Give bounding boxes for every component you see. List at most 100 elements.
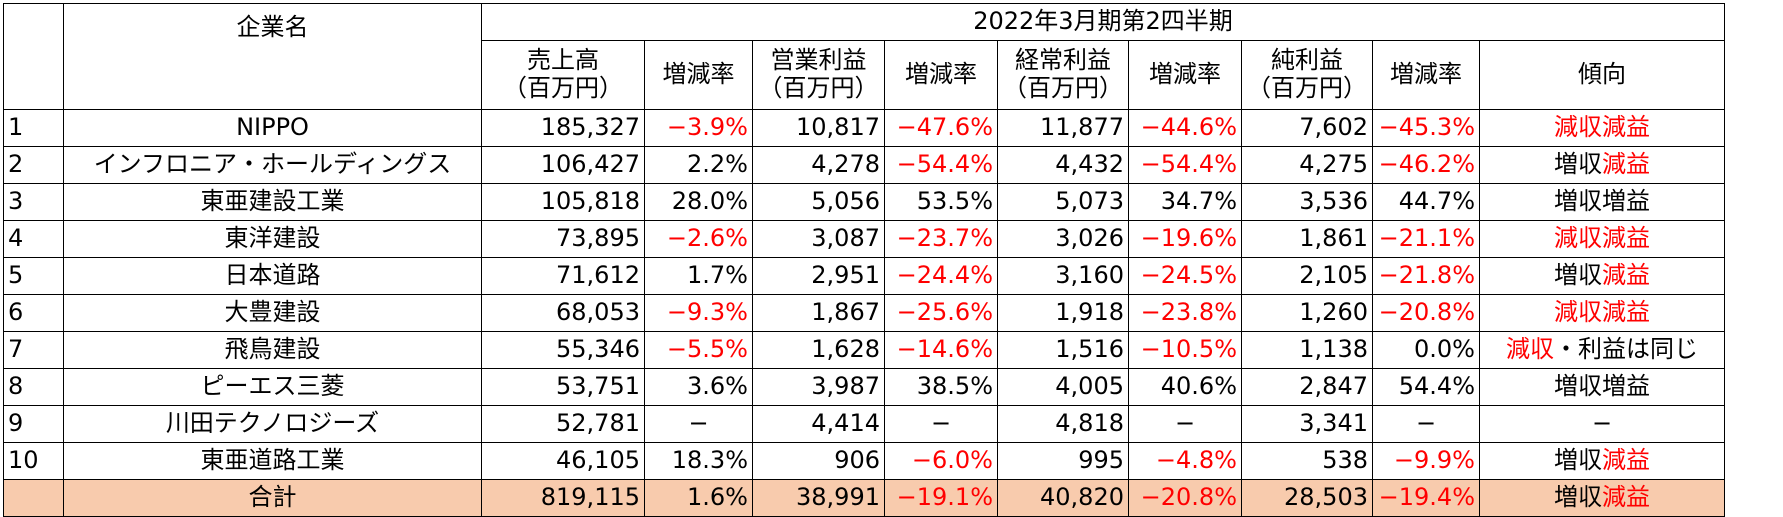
- operating-rate: −47.6%: [884, 109, 998, 147]
- company-name: NIPPO: [63, 109, 482, 147]
- net-profit: 1,260: [1241, 294, 1373, 332]
- ordinary-rate: −19.6%: [1128, 220, 1242, 258]
- column-header-unit: （百万円）: [503, 74, 623, 102]
- trend: 増収減益: [1479, 146, 1725, 184]
- column-header-1: 増減率: [644, 40, 753, 110]
- table-row: 7 飛鳥建設 55,346 −5.5% 1,628 −14.6% 1,516 −10.5% 1,…: [3, 331, 1725, 369]
- sales-rate: −2.6%: [644, 220, 753, 258]
- header-number-cell: [3, 3, 64, 110]
- operating-rate: −23.7%: [884, 220, 998, 258]
- net-profit: 538: [1241, 442, 1373, 480]
- table-row: 9 川田テクノロジーズ 52,781−4,414−4,818−3,341− −: [3, 405, 1725, 443]
- trend-profit: ・利益は同じ: [1554, 335, 1698, 364]
- trend-revenue: 増収: [1554, 446, 1602, 475]
- trend-profit: 減益: [1602, 224, 1650, 253]
- ordinary-rate: −: [1128, 405, 1242, 443]
- ordinary-rate: 40.6%: [1128, 368, 1242, 406]
- header-period: 2022年3月期第2四半期: [481, 3, 1725, 41]
- sales-rate: 28.0%: [644, 183, 753, 221]
- ordinary-profit: 1,918: [997, 294, 1129, 332]
- sales-value: 106,427: [481, 146, 645, 184]
- trend-profit: 増益: [1602, 187, 1650, 216]
- column-header-unit: （百万円）: [1003, 74, 1123, 102]
- row-number: 8: [3, 368, 64, 406]
- operating-rate: −25.6%: [884, 294, 998, 332]
- trend: 増収増益: [1479, 368, 1725, 406]
- operating-profit: 4,278: [752, 146, 885, 184]
- net-rate: −: [1372, 405, 1480, 443]
- column-header-8: 傾向: [1479, 40, 1725, 110]
- column-header-6: 純利益 （百万円）: [1241, 40, 1373, 110]
- trend: 減収減益: [1479, 109, 1725, 147]
- table-row: 6 大豊建設 68,053 −9.3% 1,867 −25.6% 1,918 −23.8% 1,…: [3, 294, 1725, 332]
- row-number: 3: [3, 183, 64, 221]
- column-header-unit: （百万円）: [1247, 74, 1367, 102]
- ordinary-rate: −4.8%: [1128, 442, 1242, 480]
- net-rate: −21.8%: [1372, 257, 1480, 295]
- table-row: 3 東亜建設工業 105,818 28.0% 5,056 53.5% 5,073 34.7% 3…: [3, 183, 1725, 221]
- sales-rate: −5.5%: [644, 331, 753, 369]
- operating-rate: 38.5%: [884, 368, 998, 406]
- trend-profit: 増益: [1602, 372, 1650, 401]
- net-rate: −46.2%: [1372, 146, 1480, 184]
- ordinary-rate: −23.8%: [1128, 294, 1242, 332]
- table-row: 5 日本道路 71,612 1.7% 2,951 −24.4% 3,160 −24.5% 2,1…: [3, 257, 1725, 295]
- sales-value: 53,751: [481, 368, 645, 406]
- column-header-3: 増減率: [884, 40, 998, 110]
- operating-profit: 4,414: [752, 405, 885, 443]
- row-number: 10: [3, 442, 64, 480]
- operating-rate: −: [884, 405, 998, 443]
- trend-revenue: −: [1591, 409, 1613, 438]
- column-header-label: 売上高: [527, 46, 599, 75]
- column-header-0: 売上高 （百万円）: [481, 40, 645, 110]
- column-header-row: 売上高 （百万円） 増減率 営業利益 （百万円） 増減率 経常利益 （百万円） 増減率 純利益 （百…: [4, 40, 1725, 110]
- trend: 増収減益: [1479, 442, 1725, 480]
- ordinary-rate: −10.5%: [1128, 331, 1242, 369]
- sales-rate: 2.2%: [644, 146, 753, 184]
- total-ordinary-rate: −20.8%: [1128, 479, 1242, 517]
- sales-rate: 18.3%: [644, 442, 753, 480]
- sales-value: 73,895: [481, 220, 645, 258]
- ordinary-profit: 4,818: [997, 405, 1129, 443]
- company-name: 大豊建設: [63, 294, 482, 332]
- ordinary-profit: 4,432: [997, 146, 1129, 184]
- row-number: 4: [3, 220, 64, 258]
- sales-value: 52,781: [481, 405, 645, 443]
- total-operating-profit: 38,991: [752, 479, 885, 517]
- company-name: インフロニア・ホールディングス: [63, 146, 482, 184]
- sales-rate: −: [644, 405, 753, 443]
- trend-profit: 減益: [1602, 261, 1650, 290]
- net-rate: −45.3%: [1372, 109, 1480, 147]
- row-number: 1: [3, 109, 64, 147]
- total-ordinary-profit: 40,820: [997, 479, 1129, 517]
- ordinary-profit: 1,516: [997, 331, 1129, 369]
- column-header-5: 増減率: [1128, 40, 1242, 110]
- trend: 減収減益: [1479, 294, 1725, 332]
- trend: 減収減益: [1479, 220, 1725, 258]
- column-header-label: 営業利益: [770, 46, 867, 75]
- ordinary-profit: 3,160: [997, 257, 1129, 295]
- net-profit: 3,341: [1241, 405, 1373, 443]
- total-trend-revenue: 増収: [1554, 483, 1602, 512]
- ordinary-rate: −54.4%: [1128, 146, 1242, 184]
- trend-revenue: 増収: [1554, 261, 1602, 290]
- company-name: 東亜建設工業: [63, 183, 482, 221]
- net-rate: −21.1%: [1372, 220, 1480, 258]
- column-header-label: 増減率: [1149, 60, 1221, 89]
- operating-profit: 3,087: [752, 220, 885, 258]
- table-row: 4 東洋建設 73,895 −2.6% 3,087 −23.7% 3,026 −19.6% 1,…: [3, 220, 1725, 258]
- ordinary-profit: 5,073: [997, 183, 1129, 221]
- operating-profit: 2,951: [752, 257, 885, 295]
- operating-rate: −14.6%: [884, 331, 998, 369]
- column-header-label: 傾向: [1578, 60, 1626, 89]
- table-row: 2 インフロニア・ホールディングス 106,427 2.2% 4,278 −54.4% 4,…: [3, 146, 1725, 184]
- trend-revenue: 減収: [1554, 113, 1602, 142]
- ordinary-profit: 995: [997, 442, 1129, 480]
- operating-profit: 1,628: [752, 331, 885, 369]
- ordinary-rate: −44.6%: [1128, 109, 1242, 147]
- trend: 増収減益: [1479, 257, 1725, 295]
- column-header-label: 経常利益: [1015, 46, 1111, 75]
- total-net-rate: −19.4%: [1372, 479, 1480, 517]
- net-profit: 1,861: [1241, 220, 1373, 258]
- trend-revenue: 減収: [1506, 335, 1554, 364]
